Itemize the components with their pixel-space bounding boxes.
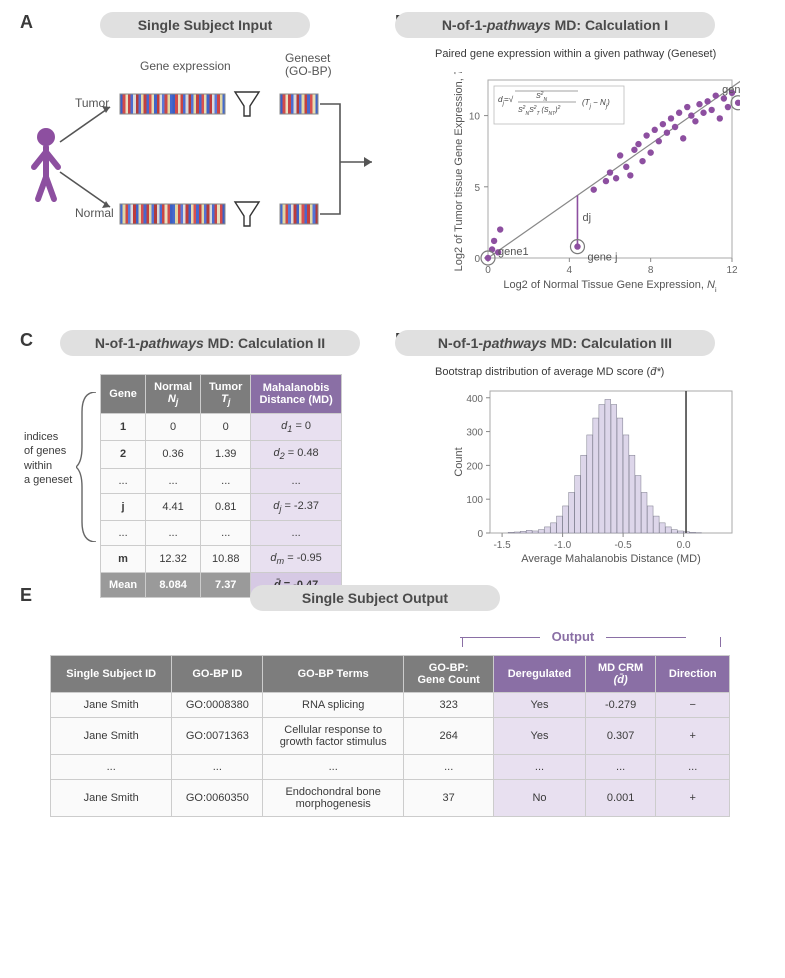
svg-text:-1.0: -1.0 [554,540,572,551]
panel-C: N-of-1-pathways MD: Calculation II indic… [20,330,390,560]
svg-text:gene j: gene j [587,252,617,264]
svg-text:-1.5: -1.5 [493,540,511,551]
label-normal: Normal [75,206,114,220]
svg-text:400: 400 [466,394,483,405]
geneset-normal [280,204,318,224]
panel-E: Single Subject Output Output Single Subj… [20,585,765,965]
svg-text:0: 0 [477,529,483,540]
svg-text:Log2 of Tumor tissue Gene Expr: Log2 of Tumor tissue Gene Expression, Tj [453,72,469,271]
svg-text:100: 100 [466,495,483,506]
svg-text:4: 4 [567,265,573,276]
label-tumor: Tumor [75,96,109,110]
panel-B-subtitle: Paired gene expression within a given pa… [435,48,716,60]
panel-D-title: N-of-1-pathways MD: Calculation III [395,330,715,356]
panel-D: N-of-1-pathways MD: Calculation III Boot… [395,330,765,570]
svg-text:Log2 of Normal Tissue Gene Exp: Log2 of Normal Tissue Gene Expression, N… [503,279,717,292]
funnel-icon-top [235,92,259,116]
svg-text:12: 12 [726,265,738,276]
geneset-tumor [280,94,318,114]
table-C-wrap: GeneNormalNjTumorTjMahalanobisDistance (… [100,374,342,598]
table-E-wrap: Single Subject IDGO-BP IDGO-BP TermsGO-B… [50,655,730,817]
heatmap-tumor [120,94,225,114]
svg-text:300: 300 [466,428,483,439]
svg-text:dj: dj [582,212,591,224]
label-gene-expression: Gene expression [140,59,231,73]
svg-text:gene1: gene1 [498,246,529,258]
histogram-chart: -1.5 -1.0 -0.5 0.0 0 100 200 300 400 Average Maha… [450,385,740,565]
table-E: Single Subject IDGO-BP IDGO-BP TermsGO-B… [50,655,730,817]
svg-text:5: 5 [474,183,480,194]
svg-text:8: 8 [648,265,654,276]
svg-text:200: 200 [466,461,483,472]
svg-text:0.0: 0.0 [677,540,691,551]
svg-text:Average Mahalanobis Distance (: Average Mahalanobis Distance (MD) [521,553,701,565]
panel-A: Single Subject Input Gene expression Gen… [20,12,380,262]
svg-text:gene m: gene m [722,84,740,96]
brace-label: indicesof geneswithina geneset [24,430,84,487]
svg-text:10: 10 [469,112,481,123]
output-label: Output [460,629,686,644]
panel-C-title: N-of-1-pathways MD: Calculation II [60,330,360,356]
scatter-chart: 0 4 8 12 0 5 10 dj gene1 gene j gene m Log2 of Norm… [450,72,740,292]
table-C: GeneNormalNjTumorTjMahalanobisDistance (… [100,374,342,598]
svg-text:Geneset(GO-BP): Geneset(GO-BP) [285,51,332,78]
svg-text:Count: Count [453,447,465,476]
panel-D-subtitle: Bootstrap distribution of average MD sco… [435,366,664,378]
svg-text:0: 0 [485,265,491,276]
heatmap-normal [120,204,225,224]
svg-text:-0.5: -0.5 [614,540,632,551]
funnel-icon-bottom [235,202,259,226]
panel-E-title: Single Subject Output [250,585,500,611]
brace-icon [76,392,102,542]
panel-B-title: N-of-1-pathways MD: Calculation I [395,12,715,38]
svg-text:0: 0 [474,254,480,265]
panel-A-diagram: Gene expression Geneset(GO-BP) Tumor Nor… [20,12,380,262]
panel-B: N-of-1-pathways MD: Calculation I Paired… [395,12,765,312]
